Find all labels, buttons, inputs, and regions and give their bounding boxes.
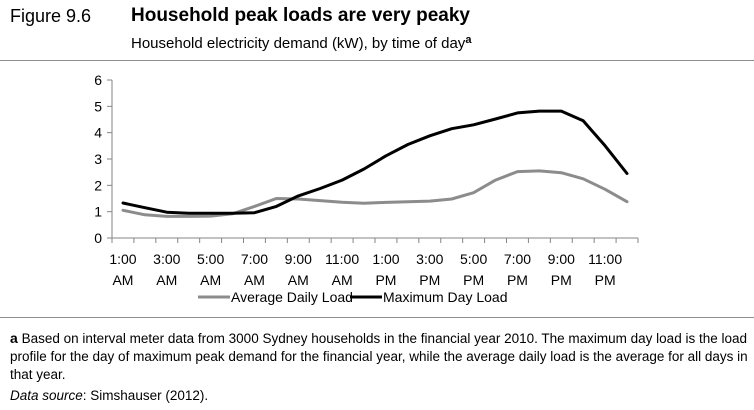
x-tick-label: 11:00 xyxy=(325,251,359,267)
series-line-maximum-day-load xyxy=(121,109,629,215)
x-tick-label: 9:00 xyxy=(285,251,312,267)
y-tick-label: 5 xyxy=(94,98,102,114)
data-source-label: Data source xyxy=(10,388,83,403)
line-chart: 0 1 2 3 4 5 6 1:00 AM 3:00 AM 5:00 AM 7:00 AM 9:00 AM 11:… xyxy=(94,72,639,305)
x-tick-label: 7:00 xyxy=(241,251,268,267)
x-tick-label: PM xyxy=(419,272,440,288)
y-tick-label: 6 xyxy=(94,72,102,88)
data-source-text: : Simshauser (2012). xyxy=(82,388,209,403)
y-tick-label: 0 xyxy=(94,230,102,246)
y-tick-label: 2 xyxy=(94,177,102,193)
subtitle-text: Household electricity demand (kW), by ti… xyxy=(131,35,466,52)
figure-title: Household peak loads are very peaky xyxy=(131,5,470,26)
top-divider xyxy=(0,60,754,61)
x-tick-label: PM xyxy=(551,272,572,288)
x-tick-label: 3:00 xyxy=(153,251,180,267)
legend-label: Maximum Day Load xyxy=(383,289,508,305)
x-tick-label: AM xyxy=(332,272,353,288)
x-tick-label: PM xyxy=(595,272,616,288)
series-line-average-daily-load xyxy=(121,169,629,218)
footnote-marker: a xyxy=(10,330,18,346)
bottom-divider xyxy=(0,317,754,318)
footnote: a Based on interval meter data from 3000… xyxy=(10,329,748,384)
x-tick-label: PM xyxy=(507,272,528,288)
y-tick-label: 1 xyxy=(94,204,102,220)
figure-number: Figure 9.6 xyxy=(10,6,92,26)
x-tick-label: 9:00 xyxy=(548,251,575,267)
data-source: Data source: Simshauser (2012). xyxy=(10,388,208,403)
y-tick-label: 3 xyxy=(94,151,102,167)
footnote-text: Based on interval meter data from 3000 S… xyxy=(10,331,748,382)
figure-subtitle: Household electricity demand (kW), by ti… xyxy=(131,34,471,52)
x-tick-label: AM xyxy=(112,272,133,288)
x-tick-label: AM xyxy=(288,272,309,288)
x-tick-label: 11:00 xyxy=(588,251,622,267)
x-tick-label: 1:00 xyxy=(372,251,399,267)
x-tick-label: AM xyxy=(156,272,177,288)
x-tick-label: 1:00 xyxy=(109,251,136,267)
x-tick-label: AM xyxy=(244,272,265,288)
x-tick-label: PM xyxy=(375,272,396,288)
y-tick-label: 4 xyxy=(94,125,102,141)
x-tick-label: PM xyxy=(463,272,484,288)
x-tick-label: 5:00 xyxy=(460,251,487,267)
x-tick-label: AM xyxy=(200,272,221,288)
subtitle-note-marker: a xyxy=(465,34,472,46)
x-tick-label: 3:00 xyxy=(416,251,443,267)
legend-label: Average Daily Load xyxy=(231,289,353,305)
x-tick-label: 7:00 xyxy=(504,251,531,267)
x-tick-label: 5:00 xyxy=(197,251,224,267)
